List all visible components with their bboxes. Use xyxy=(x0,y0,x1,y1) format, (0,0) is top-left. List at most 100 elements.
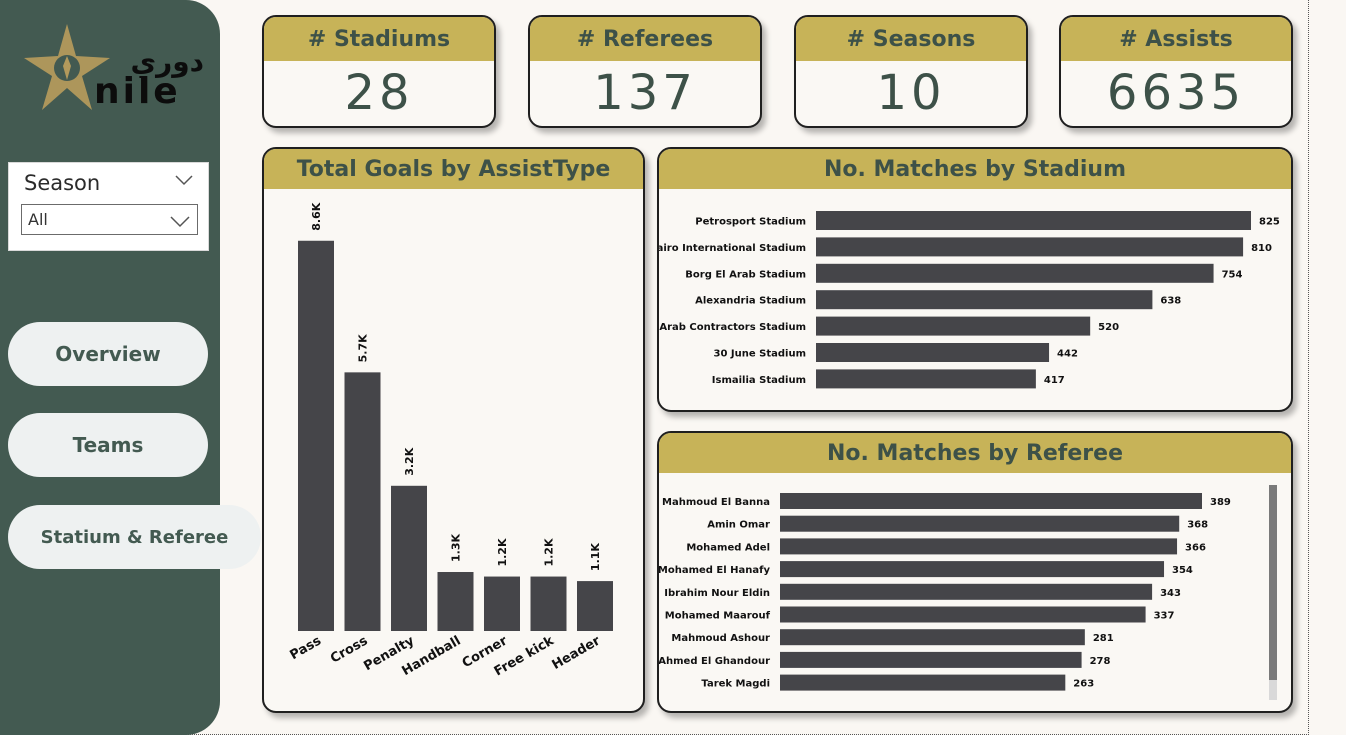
category-label-cairo-international-stadium: Cairo International Stadium xyxy=(659,243,806,254)
bar-handball[interactable] xyxy=(437,572,474,631)
category-label-arab-contractors-stadium: Arab Contractors Stadium xyxy=(659,322,806,333)
bar-tarek-magdi[interactable] xyxy=(780,674,1066,691)
data-label-corner: 1.2K xyxy=(496,538,509,566)
kpi-seasons-card: # Seasons 10 xyxy=(794,15,1028,128)
logo-arabic-text: دوري xyxy=(130,45,204,78)
nav-teams-button[interactable]: Teams xyxy=(8,413,208,477)
category-label-amin-omar: Amin Omar xyxy=(707,520,770,531)
kpi-seasons-value: 10 xyxy=(876,65,946,121)
data-label-pass: 8.6K xyxy=(310,202,323,230)
bar-mohamed-el-hanafy[interactable] xyxy=(780,561,1165,578)
value-label-borg-el-arab-stadium: 754 xyxy=(1222,269,1243,280)
category-label-mohamed-maarouf: Mohamed Maarouf xyxy=(665,611,771,622)
category-label-ahmed-el-ghandour: Ahmed El Ghandour xyxy=(659,656,770,667)
data-label-header: 1.1K xyxy=(589,543,602,571)
data-label-cross: 5.7K xyxy=(357,334,370,362)
bar-free-kick[interactable] xyxy=(530,576,567,631)
scrollbar-thumb[interactable] xyxy=(1269,485,1277,680)
value-label-mohamed-adel: 366 xyxy=(1185,542,1206,553)
category-label-petrosport-stadium: Petrosport Stadium xyxy=(695,217,806,228)
bar-arab-contractors-stadium[interactable] xyxy=(816,316,1091,336)
slicer-title: Season xyxy=(24,171,101,195)
bar-cross[interactable] xyxy=(344,372,381,631)
kpi-referees-label: # Referees xyxy=(530,17,760,61)
bar-amin-omar[interactable] xyxy=(780,515,1180,532)
tick-label-header: Header xyxy=(550,633,604,673)
value-label-amin-omar: 368 xyxy=(1187,520,1208,531)
data-label-penalty: 3.2K xyxy=(403,447,416,475)
kpi-referees-card: # Referees 137 xyxy=(528,15,762,128)
bar-mahmoud-ashour[interactable] xyxy=(780,629,1085,646)
kpi-seasons-label: # Seasons xyxy=(796,17,1026,61)
assist-type-chart: 8.6KPass5.7KCross3.2KPenalty1.3KHandball… xyxy=(288,202,613,680)
value-label-30-june-stadium: 442 xyxy=(1057,349,1078,360)
kpi-stadiums-value: 28 xyxy=(344,65,414,121)
bar-petrosport-stadium[interactable] xyxy=(816,211,1251,230)
value-label-mohamed-maarouf: 337 xyxy=(1154,611,1175,622)
stadium-chart-card: No. Matches by Stadium Petrosport Stadiu… xyxy=(657,147,1293,412)
category-label-tarek-magdi: Tarek Magdi xyxy=(701,679,770,690)
kpi-stadiums-card: # Stadiums 28 xyxy=(262,15,496,128)
bar-ismailia-stadium[interactable] xyxy=(816,369,1036,389)
category-label-mohamed-adel: Mohamed Adel xyxy=(686,542,770,553)
category-label-mahmoud-ashour: Mahmoud Ashour xyxy=(671,633,770,644)
bar-mohamed-adel[interactable] xyxy=(780,538,1178,555)
data-label-free-kick: 1.2K xyxy=(543,538,556,566)
bar-pass[interactable] xyxy=(298,240,334,632)
kpi-assists-value: 6635 xyxy=(1106,65,1246,121)
value-label-ibrahim-nour-eldin: 343 xyxy=(1160,588,1181,599)
category-label-mahmoud-el-banna: Mahmoud El Banna xyxy=(662,497,770,508)
dropdown-chevron-icon xyxy=(170,216,190,228)
bar-ahmed-el-ghandour[interactable] xyxy=(780,651,1082,668)
value-label-tarek-magdi: 263 xyxy=(1073,679,1094,690)
assist-type-chart-title: Total Goals by AssistType xyxy=(264,149,643,189)
bar-30-june-stadium[interactable] xyxy=(816,343,1050,362)
value-label-ismailia-stadium: 417 xyxy=(1044,375,1065,386)
value-label-petrosport-stadium: 825 xyxy=(1259,217,1280,228)
bar-ibrahim-nour-eldin[interactable] xyxy=(780,583,1153,600)
bar-corner[interactable] xyxy=(484,576,520,631)
bar-alexandria-stadium[interactable] xyxy=(816,290,1153,310)
stadium-chart: Petrosport Stadium 825 Cairo International… xyxy=(659,211,1280,389)
bar-header[interactable] xyxy=(577,581,613,631)
nav-statium-referee-button[interactable]: Statium & Referee xyxy=(8,505,261,569)
stadium-chart-title: No. Matches by Stadium xyxy=(659,149,1291,189)
category-label-ismailia-stadium: Ismailia Stadium xyxy=(712,375,806,386)
kpi-stadiums-label: # Stadiums xyxy=(264,17,494,61)
logo-latin-text: nile xyxy=(94,71,181,112)
bar-mohamed-maarouf[interactable] xyxy=(780,606,1146,623)
referee-chart-scrollbar[interactable] xyxy=(1269,485,1277,700)
nav-overview-button[interactable]: Overview xyxy=(8,322,208,386)
tick-label-pass: Pass xyxy=(288,633,325,663)
category-label-alexandria-stadium: Alexandria Stadium xyxy=(695,296,806,307)
value-label-mohamed-el-hanafy: 354 xyxy=(1172,565,1193,576)
category-label-ibrahim-nour-eldin: Ibrahim Nour Eldin xyxy=(664,588,770,599)
logo: دوري nile xyxy=(22,22,212,122)
referee-chart: Mahmoud El Banna 389 Amin Omar 368 Mohamed A… xyxy=(659,493,1231,691)
kpi-assists-label: # Assists xyxy=(1061,17,1291,61)
season-slicer: Season All xyxy=(8,162,209,251)
value-label-ahmed-el-ghandour: 278 xyxy=(1090,656,1111,667)
kpi-referees-value: 137 xyxy=(593,65,697,121)
bar-mahmoud-el-banna[interactable] xyxy=(780,493,1202,509)
kpi-assists-card: # Assists 6635 xyxy=(1059,15,1293,128)
logo-text: دوري nile xyxy=(94,48,204,110)
season-dropdown[interactable]: All xyxy=(21,204,198,235)
value-label-mahmoud-el-banna: 389 xyxy=(1210,497,1231,508)
referee-chart-title: No. Matches by Referee xyxy=(659,433,1291,473)
star-logo-icon xyxy=(24,24,110,110)
chevron-down-icon[interactable] xyxy=(174,173,194,187)
referee-chart-card: No. Matches by Referee Mahmoud El Banna 3… xyxy=(657,431,1293,713)
value-label-alexandria-stadium: 638 xyxy=(1160,296,1181,307)
season-dropdown-value: All xyxy=(28,210,48,229)
sidebar: دوري nile Season All Overview Teams xyxy=(0,0,220,735)
bar-penalty[interactable] xyxy=(391,485,427,631)
category-label-borg-el-arab-stadium: Borg El Arab Stadium xyxy=(685,269,806,280)
bar-cairo-international-stadium[interactable] xyxy=(816,237,1244,257)
assist-type-chart-card: Total Goals by AssistType 8.6K Pass 5.7K Cr… xyxy=(262,147,645,713)
value-label-mahmoud-ashour: 281 xyxy=(1093,633,1114,644)
category-label-mohamed-el-hanafy: Mohamed El Hanafy xyxy=(659,565,770,576)
data-label-handball: 1.3K xyxy=(450,534,463,562)
bar-borg-el-arab-stadium[interactable] xyxy=(816,263,1214,283)
category-label-30-june-stadium: 30 June Stadium xyxy=(714,349,806,360)
